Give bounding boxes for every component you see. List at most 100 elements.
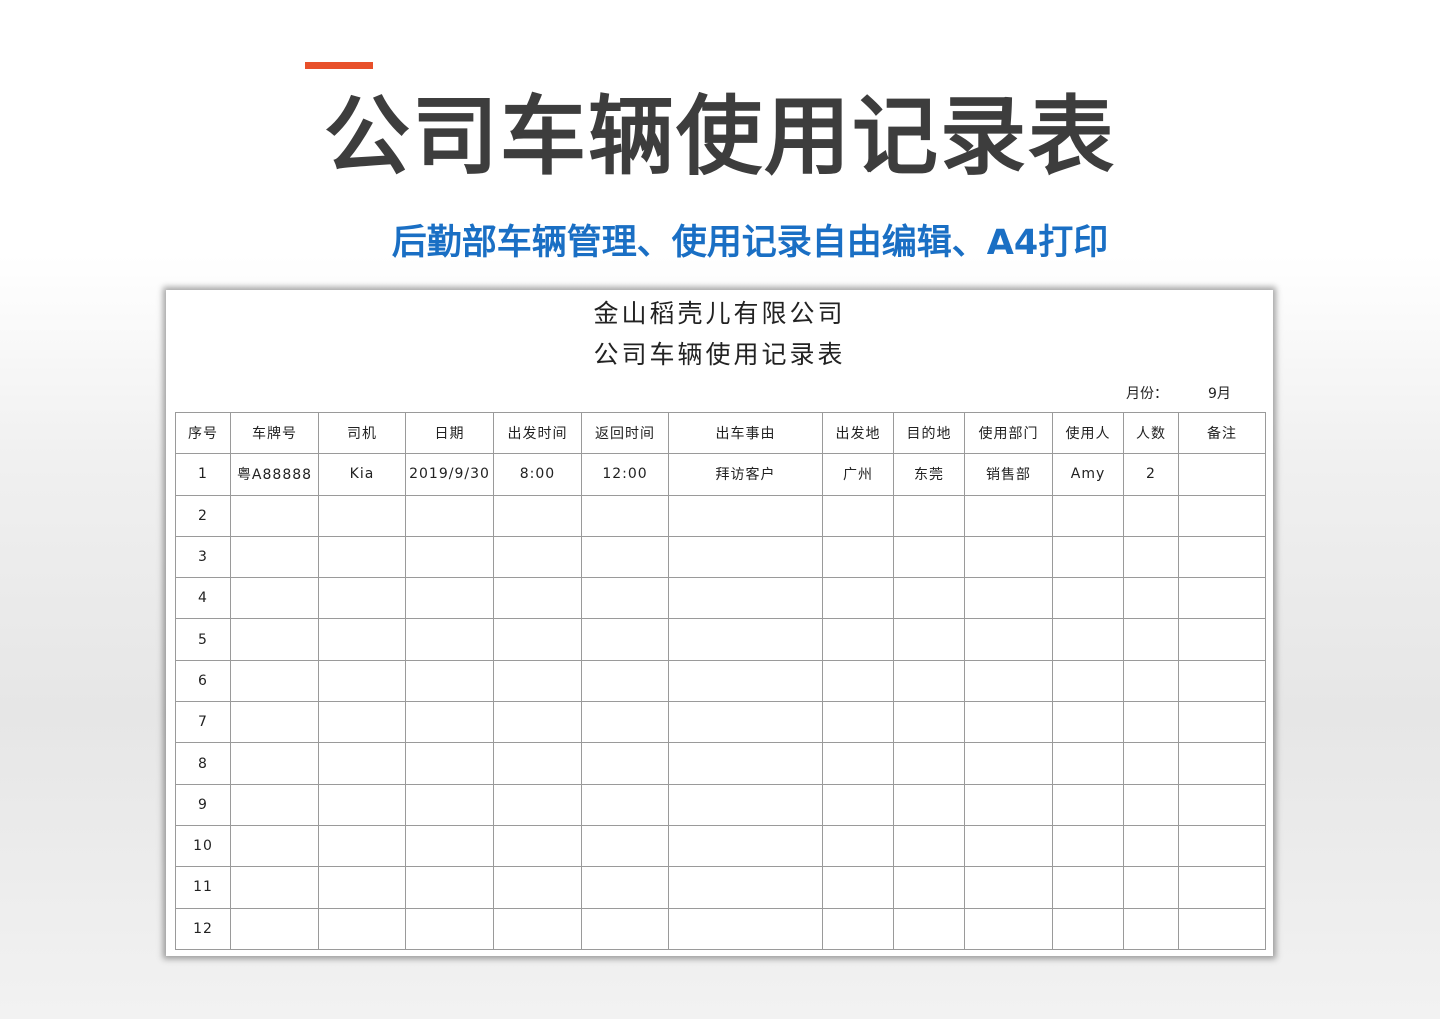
table-cell[interactable]: Amy xyxy=(1052,453,1124,496)
table-cell[interactable] xyxy=(1052,618,1124,661)
table-cell[interactable] xyxy=(822,742,894,785)
table-cell[interactable] xyxy=(822,535,894,579)
table-cell[interactable] xyxy=(1052,535,1124,579)
table-cell[interactable]: 拜访客户 xyxy=(668,453,823,496)
table-cell[interactable] xyxy=(405,618,494,661)
table-cell[interactable] xyxy=(493,494,582,537)
table-cell[interactable] xyxy=(581,824,669,868)
table-cell[interactable] xyxy=(1123,494,1179,537)
table-cell[interactable] xyxy=(1052,701,1124,744)
table-cell[interactable]: 7 xyxy=(175,701,231,744)
table-cell[interactable]: 5 xyxy=(175,618,231,661)
table-cell[interactable] xyxy=(964,907,1053,950)
table-cell[interactable] xyxy=(893,535,965,579)
table-cell[interactable] xyxy=(318,618,406,661)
table-cell[interactable] xyxy=(1052,866,1124,909)
table-cell[interactable] xyxy=(668,618,823,661)
table-cell[interactable] xyxy=(1123,783,1179,826)
table-cell[interactable] xyxy=(493,618,582,661)
table-cell[interactable] xyxy=(230,494,319,537)
table-cell[interactable] xyxy=(668,866,823,909)
table-cell[interactable] xyxy=(964,535,1053,579)
table-cell[interactable] xyxy=(318,866,406,909)
table-cell[interactable] xyxy=(964,494,1053,537)
table-cell[interactable] xyxy=(668,535,823,579)
table-cell[interactable]: 9 xyxy=(175,783,231,826)
table-cell[interactable] xyxy=(1178,535,1266,579)
table-cell[interactable] xyxy=(1178,783,1266,826)
table-cell[interactable] xyxy=(1052,494,1124,537)
table-cell[interactable] xyxy=(405,535,494,579)
table-cell[interactable] xyxy=(405,701,494,744)
table-cell[interactable] xyxy=(581,659,669,703)
table-cell[interactable]: 车牌号 xyxy=(230,411,319,455)
table-cell[interactable] xyxy=(1052,577,1124,620)
table-cell[interactable] xyxy=(230,824,319,868)
table-cell[interactable]: 2019/9/30 xyxy=(405,453,494,496)
table-cell[interactable] xyxy=(964,824,1053,868)
table-cell[interactable] xyxy=(493,659,582,703)
table-cell[interactable] xyxy=(822,701,894,744)
table-cell[interactable] xyxy=(1123,535,1179,579)
table-cell[interactable]: 使用人 xyxy=(1052,411,1124,455)
table-cell[interactable] xyxy=(1123,907,1179,950)
table-cell[interactable] xyxy=(964,866,1053,909)
table-cell[interactable] xyxy=(318,783,406,826)
table-cell[interactable] xyxy=(822,824,894,868)
table-cell[interactable] xyxy=(1123,824,1179,868)
table-cell[interactable] xyxy=(893,701,965,744)
table-cell[interactable]: 10 xyxy=(175,824,231,868)
table-cell[interactable]: 广州 xyxy=(822,453,894,496)
table-cell[interactable] xyxy=(405,494,494,537)
table-cell[interactable] xyxy=(822,783,894,826)
table-cell[interactable] xyxy=(1178,494,1266,537)
table-cell[interactable] xyxy=(964,783,1053,826)
table-cell[interactable]: 销售部 xyxy=(964,453,1053,496)
table-cell[interactable]: 8:00 xyxy=(493,453,582,496)
table-cell[interactable] xyxy=(581,618,669,661)
table-cell[interactable] xyxy=(493,701,582,744)
table-cell[interactable]: 1 xyxy=(175,453,231,496)
table-cell[interactable] xyxy=(581,783,669,826)
table-cell[interactable]: 司机 xyxy=(318,411,406,455)
table-cell[interactable] xyxy=(230,742,319,785)
table-cell[interactable]: 使用部门 xyxy=(964,411,1053,455)
table-cell[interactable]: 人数 xyxy=(1123,411,1179,455)
table-cell[interactable] xyxy=(893,577,965,620)
table-cell[interactable] xyxy=(1123,618,1179,661)
table-cell[interactable] xyxy=(1123,577,1179,620)
table-cell[interactable] xyxy=(493,577,582,620)
table-cell[interactable] xyxy=(822,907,894,950)
table-cell[interactable]: 12:00 xyxy=(581,453,669,496)
table-cell[interactable] xyxy=(493,866,582,909)
table-cell[interactable] xyxy=(405,907,494,950)
table-cell[interactable] xyxy=(230,783,319,826)
table-cell[interactable]: 日期 xyxy=(405,411,494,455)
table-cell[interactable]: 11 xyxy=(175,866,231,909)
table-cell[interactable] xyxy=(405,659,494,703)
table-cell[interactable] xyxy=(493,742,582,785)
table-cell[interactable] xyxy=(318,742,406,785)
table-cell[interactable]: 2 xyxy=(1123,453,1179,496)
table-cell[interactable]: 6 xyxy=(175,659,231,703)
table-cell[interactable] xyxy=(668,494,823,537)
table-cell[interactable] xyxy=(318,659,406,703)
table-cell[interactable] xyxy=(1052,659,1124,703)
table-cell[interactable] xyxy=(668,701,823,744)
table-cell[interactable] xyxy=(581,577,669,620)
table-cell[interactable] xyxy=(230,577,319,620)
table-cell[interactable] xyxy=(318,907,406,950)
table-cell[interactable]: 目的地 xyxy=(893,411,965,455)
table-cell[interactable] xyxy=(318,494,406,537)
table-cell[interactable] xyxy=(230,535,319,579)
table-cell[interactable] xyxy=(1178,742,1266,785)
table-cell[interactable] xyxy=(318,701,406,744)
table-cell[interactable]: 备注 xyxy=(1178,411,1266,455)
table-cell[interactable] xyxy=(893,618,965,661)
table-cell[interactable] xyxy=(1178,659,1266,703)
table-cell[interactable] xyxy=(893,783,965,826)
table-cell[interactable] xyxy=(493,535,582,579)
table-cell[interactable] xyxy=(1178,866,1266,909)
table-cell[interactable] xyxy=(493,824,582,868)
table-cell[interactable] xyxy=(581,494,669,537)
